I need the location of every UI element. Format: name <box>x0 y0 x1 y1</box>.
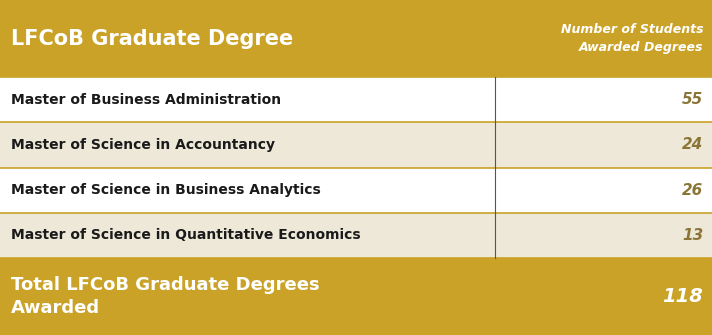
Text: Master of Science in Business Analytics: Master of Science in Business Analytics <box>11 183 320 197</box>
Text: Total LFCoB Graduate Degrees
Awarded: Total LFCoB Graduate Degrees Awarded <box>11 276 319 317</box>
Text: Master of Business Administration: Master of Business Administration <box>11 93 281 107</box>
Bar <box>0 0 712 77</box>
Text: 26: 26 <box>682 183 703 198</box>
Bar <box>495 168 712 213</box>
Bar <box>0 168 495 213</box>
Bar <box>495 77 712 122</box>
Bar <box>495 122 712 168</box>
Text: Number of Students
Awarded Degrees: Number of Students Awarded Degrees <box>561 23 703 54</box>
Text: 118: 118 <box>663 287 703 306</box>
Text: 55: 55 <box>682 92 703 107</box>
Text: 13: 13 <box>682 228 703 243</box>
Bar <box>495 213 712 258</box>
Bar <box>0 258 712 335</box>
Text: LFCoB Graduate Degree: LFCoB Graduate Degree <box>11 28 293 49</box>
Bar <box>0 77 495 122</box>
Text: 24: 24 <box>682 137 703 152</box>
Bar <box>0 213 495 258</box>
Text: Master of Science in Accountancy: Master of Science in Accountancy <box>11 138 275 152</box>
Bar <box>0 122 495 168</box>
Text: Master of Science in Quantitative Economics: Master of Science in Quantitative Econom… <box>11 228 360 242</box>
